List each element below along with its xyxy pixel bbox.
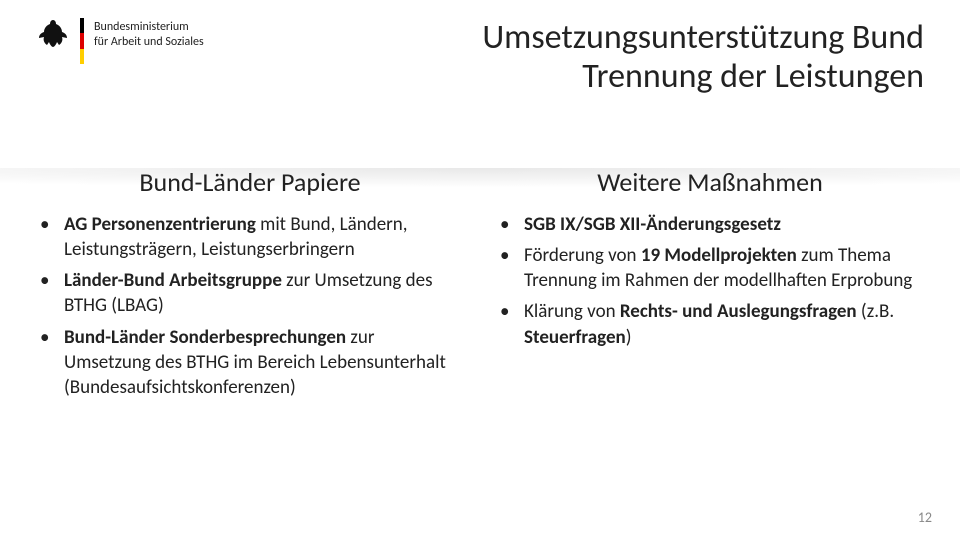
eagle-icon <box>36 18 70 56</box>
flag-bar-icon <box>80 18 84 64</box>
title-line1: Umsetzungsunterstützung Bund <box>296 18 924 57</box>
left-bullets: •AG Personenzentrierung mit Bund, Länder… <box>36 212 464 400</box>
ministry-line2: für Arbeit und Soziales <box>94 35 204 50</box>
left-heading: Bund-Länder Papiere <box>36 166 464 198</box>
list-item: •Klärung von Rechts- und Auslegungsfrage… <box>496 299 924 349</box>
ministry-line1: Bundesministerium <box>94 20 204 35</box>
slide-title: Umsetzungsunterstützung Bund Trennung de… <box>276 18 924 96</box>
page-number: 12 <box>918 509 932 526</box>
title-line2: Trennung der Leistungen <box>296 57 924 96</box>
ministry-name: Bundesministerium für Arbeit und Soziale… <box>94 18 204 50</box>
list-item: •SGB IX/SGB XII-Änderungsgesetz <box>496 212 924 237</box>
list-item: •Förderung von 19 Modellprojekten zum Th… <box>496 243 924 293</box>
right-column: Weitere Maßnahmen •SGB IX/SGB XII-Änderu… <box>496 166 924 406</box>
list-item: •Länder-Bund Arbeitsgruppe zur Umsetzung… <box>36 268 464 318</box>
header: Bundesministerium für Arbeit und Soziale… <box>36 18 924 96</box>
right-bullets: •SGB IX/SGB XII-Änderungsgesetz •Förderu… <box>496 212 924 349</box>
slide: Bundesministerium für Arbeit und Soziale… <box>0 0 960 540</box>
right-heading: Weitere Maßnahmen <box>496 166 924 198</box>
list-item: •Bund-Länder Sonderbesprechungen zur Ums… <box>36 325 464 400</box>
content-columns: Bund-Länder Papiere •AG Personenzentrier… <box>36 166 924 406</box>
ministry-logo: Bundesministerium für Arbeit und Soziale… <box>36 18 276 64</box>
list-item: •AG Personenzentrierung mit Bund, Länder… <box>36 212 464 262</box>
left-column: Bund-Länder Papiere •AG Personenzentrier… <box>36 166 464 406</box>
